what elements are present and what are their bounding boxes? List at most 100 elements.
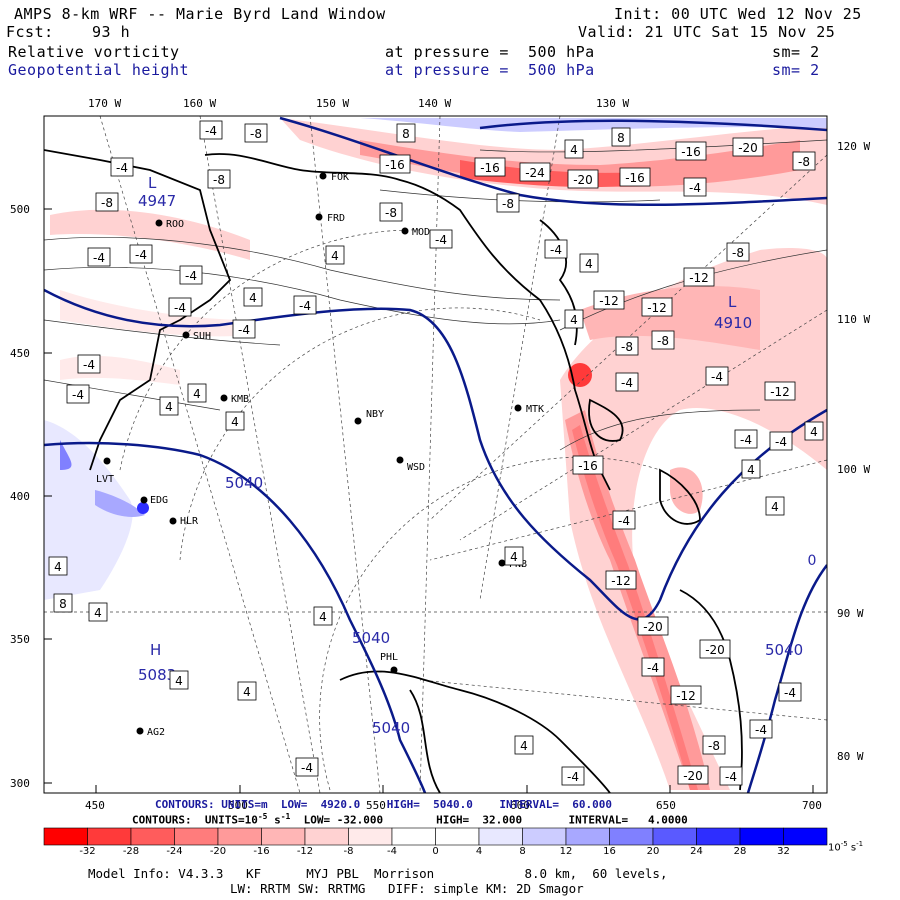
vort-label: -4 — [295, 757, 319, 777]
vort-label: -16 — [474, 157, 506, 177]
svg-text:4: 4 — [810, 425, 818, 439]
svg-text:-4: -4 — [647, 661, 659, 675]
vort-label: -12 — [683, 267, 715, 287]
model-physics: LW: RRTM SW: RRTMG DIFF: simple KM: 2D S… — [230, 881, 584, 896]
svg-text:-4: -4 — [301, 761, 313, 775]
vort-label: -8 — [792, 151, 816, 171]
colorbar-box — [652, 827, 697, 846]
vort-label: 4 — [564, 309, 584, 329]
svg-text:PHL: PHL — [380, 652, 398, 663]
svg-text:4: 4 — [771, 500, 779, 514]
svg-text:-4: -4 — [185, 269, 197, 283]
svg-text:AG2: AG2 — [147, 727, 165, 738]
station-ROO: ROO — [155, 219, 184, 230]
svg-text:-8: -8 — [621, 340, 633, 354]
colorbar-tick-label: 8 — [519, 846, 526, 857]
svg-text:-8: -8 — [385, 206, 397, 220]
colorbar-box — [696, 827, 741, 846]
svg-text:ROO: ROO — [166, 219, 184, 230]
vort-label: -4 — [778, 682, 802, 702]
svg-text:-12: -12 — [611, 574, 631, 588]
svg-text:-12: -12 — [689, 271, 709, 285]
svg-text:-16: -16 — [385, 158, 405, 172]
colorbar-box — [217, 827, 262, 846]
station-SUH: SUH — [182, 331, 211, 342]
svg-text:EDG: EDG — [150, 495, 168, 506]
init-time: Init: 00 UTC Wed 12 Nov 25 — [614, 5, 862, 23]
colorbar-tick-label: 4 — [475, 846, 483, 857]
pressure-centers: L 4947 L 4910 H 5083 5040 5040 5040 5040 — [138, 174, 803, 737]
field2-name: Geopotential height — [8, 61, 190, 79]
colorbar-box — [391, 827, 436, 846]
svg-text:-8: -8 — [502, 197, 514, 211]
station-FRD: FRD — [315, 213, 345, 224]
svg-text:-12: -12 — [770, 385, 790, 399]
colorbar-box — [609, 827, 654, 846]
low-center-label: L — [148, 174, 157, 192]
vort-label: -8 — [207, 169, 231, 189]
vort-label: 8 — [396, 123, 416, 143]
station-FOK: FOK — [319, 172, 349, 183]
valid-time: Valid: 21 UTC Sat 15 Nov 25 — [578, 23, 836, 41]
vort-label: -8 — [379, 202, 403, 222]
vort-label: 4 — [313, 606, 333, 626]
svg-text:NBY: NBY — [366, 409, 384, 420]
svg-text:-4: -4 — [567, 770, 579, 784]
svg-text:4: 4 — [54, 560, 62, 574]
vort-label: -16 — [572, 455, 604, 475]
vort-label: 4 — [88, 602, 108, 622]
svg-text:-4: -4 — [83, 358, 95, 372]
svg-text:-4: -4 — [618, 514, 630, 528]
vort-label: -12 — [641, 297, 673, 317]
vort-label: -4 — [66, 384, 90, 404]
colorbar-box — [739, 827, 784, 846]
svg-text:FRD: FRD — [327, 213, 345, 224]
vort-label: -4 — [129, 244, 153, 264]
y-tick: 400 — [10, 490, 30, 503]
vort-label: -12 — [764, 381, 796, 401]
svg-text:LVT: LVT — [96, 474, 114, 485]
station-MTK: MTK — [514, 404, 544, 415]
colorbar-box — [348, 827, 393, 846]
vort-label: -4 — [77, 354, 101, 374]
colorbar-tick-label: 32 — [777, 846, 790, 857]
x-tick: 700 — [802, 799, 822, 812]
colorbar-tick-label: 12 — [559, 846, 573, 857]
svg-text:-12: -12 — [599, 294, 619, 308]
colorbar-tick-label: -24 — [166, 846, 183, 857]
svg-text:-8: -8 — [798, 155, 810, 169]
colorbar-box — [304, 827, 349, 846]
colorbar-tick-label: -8 — [343, 846, 354, 857]
vort-label: -16 — [675, 141, 707, 161]
vort-label: -12 — [605, 570, 637, 590]
vort-label: 4 — [187, 383, 207, 403]
vort-label: -20 — [677, 765, 709, 785]
svg-text:4: 4 — [319, 610, 327, 624]
right-lon-label: 100 W — [837, 463, 870, 476]
vort-label: -8 — [651, 330, 675, 350]
vort-label: -4 — [769, 431, 793, 451]
svg-text:SUH: SUH — [193, 331, 211, 342]
vort-label: -20 — [699, 639, 731, 659]
vort-label: -8 — [615, 336, 639, 356]
svg-text:4: 4 — [175, 674, 183, 688]
svg-text:4: 4 — [570, 313, 578, 327]
right-lon-label: 80 W — [837, 750, 864, 763]
x-tick: 550 — [366, 799, 386, 812]
colorbar-tick-label: -16 — [253, 846, 270, 857]
field2-smoothing: sm= 2 — [772, 61, 820, 79]
svg-text:-20: -20 — [573, 173, 593, 187]
height-contour-label: 5040 — [225, 474, 263, 492]
svg-text:4: 4 — [249, 291, 257, 305]
vort-label: -4 — [705, 366, 729, 386]
svg-text:-4: -4 — [435, 233, 447, 247]
right-lon-label: 110 W — [837, 313, 870, 326]
svg-text:-4: -4 — [550, 243, 562, 257]
top-lon-label: 170 W — [88, 97, 121, 110]
vort-label: 4 — [765, 496, 785, 516]
vort-label: -4 — [87, 247, 111, 267]
top-lon-label: 160 W — [183, 97, 216, 110]
vort-label: 4 — [741, 459, 761, 479]
svg-text:4: 4 — [570, 143, 578, 157]
